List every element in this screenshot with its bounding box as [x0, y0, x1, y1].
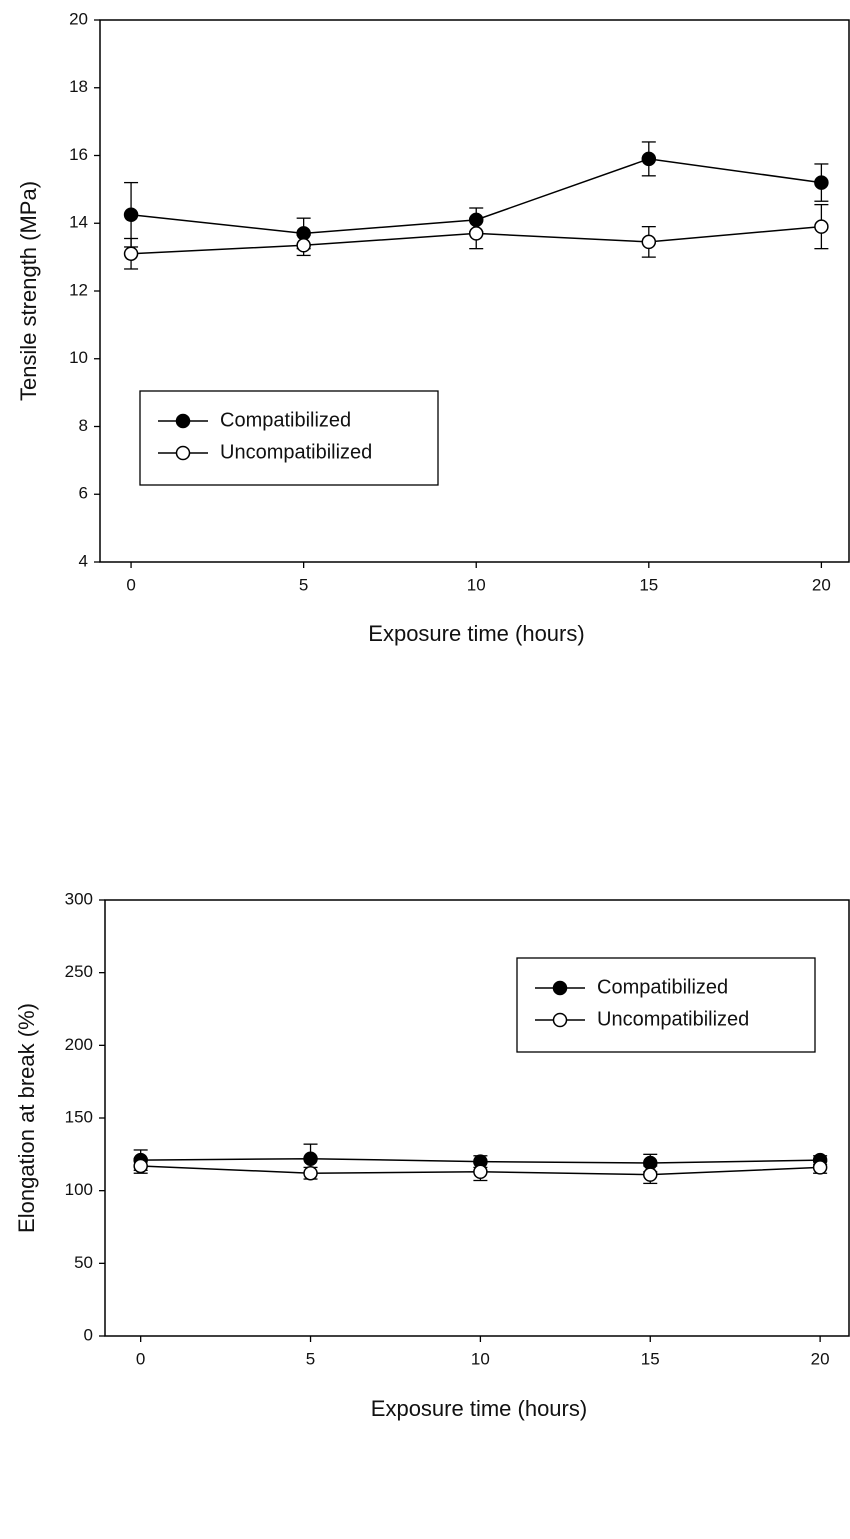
marker	[814, 175, 829, 190]
y-tick-label: 10	[69, 348, 88, 367]
x-tick-label: 10	[471, 1349, 490, 1368]
x-tick-label: 0	[126, 575, 135, 594]
legend-marker	[175, 445, 191, 461]
marker	[123, 246, 139, 261]
marker	[133, 1158, 148, 1174]
marker	[303, 1165, 318, 1181]
marker	[123, 207, 139, 223]
y-tick-label: 8	[79, 416, 88, 435]
marker	[643, 1167, 658, 1182]
y-axis-title: Tensile strength (MPa)	[16, 181, 41, 401]
x-tick-label: 15	[641, 1349, 660, 1368]
legend-text: Compatibilized	[597, 976, 728, 998]
y-tick-label: 50	[74, 1253, 93, 1272]
y-tick-label: 300	[65, 889, 93, 908]
y-tick-label: 250	[65, 962, 93, 981]
y-tick-label: 6	[79, 484, 88, 503]
y-tick-label: 100	[65, 1180, 93, 1199]
y-tick-label: 200	[65, 1035, 93, 1054]
y-tick-label: 16	[69, 145, 88, 164]
marker	[641, 234, 657, 250]
x-tick-label: 10	[467, 575, 486, 594]
x-tick-label: 5	[306, 1349, 315, 1368]
marker	[468, 226, 484, 241]
y-tick-label: 0	[84, 1325, 93, 1344]
legend-text: Uncompatibilized	[220, 441, 372, 463]
legend: Compatibilized Uncompatibilized	[516, 957, 816, 1053]
x-axis-title: Exposure time (hours)	[371, 1396, 587, 1421]
x-axis-title: Exposure time (hours)	[368, 621, 584, 646]
y-tick-label: 150	[65, 1107, 93, 1126]
legend-marker	[175, 413, 191, 429]
marker	[296, 238, 311, 253]
legend: Compatibilized Uncompatibilized	[139, 390, 439, 486]
legend-marker	[552, 1012, 568, 1028]
y-axis-title: Elongation at break (%)	[14, 1003, 39, 1233]
marker	[303, 1151, 318, 1166]
marker	[473, 1164, 488, 1180]
legend-box	[139, 390, 439, 486]
chart: 0 50 100 150 200 250 300 0 5 10 15 20 Exposure time …	[14, 889, 850, 1421]
legend-text: Uncompatibilized	[597, 1008, 749, 1030]
x-tick-label: 0	[136, 1349, 145, 1368]
x-tick-label: 5	[299, 575, 308, 594]
legend-marker	[552, 980, 568, 996]
legend-box	[516, 957, 816, 1053]
y-tick-label: 14	[69, 213, 88, 232]
y-tick-label: 20	[69, 9, 88, 28]
y-tick-label: 12	[69, 280, 88, 299]
legend-text: Compatibilized	[220, 409, 351, 431]
marker	[814, 219, 829, 234]
x-tick-label: 20	[811, 1349, 830, 1368]
x-tick-label: 15	[639, 575, 658, 594]
x-tick-label: 20	[812, 575, 831, 594]
y-tick-label: 18	[69, 77, 88, 96]
marker	[812, 1160, 828, 1175]
chart: 4 6 8 10 12 14 16 18 20 0 5 10 15 20 Exposure time (ho…	[16, 9, 850, 646]
y-tick-label: 4	[79, 551, 88, 570]
marker	[641, 151, 657, 167]
